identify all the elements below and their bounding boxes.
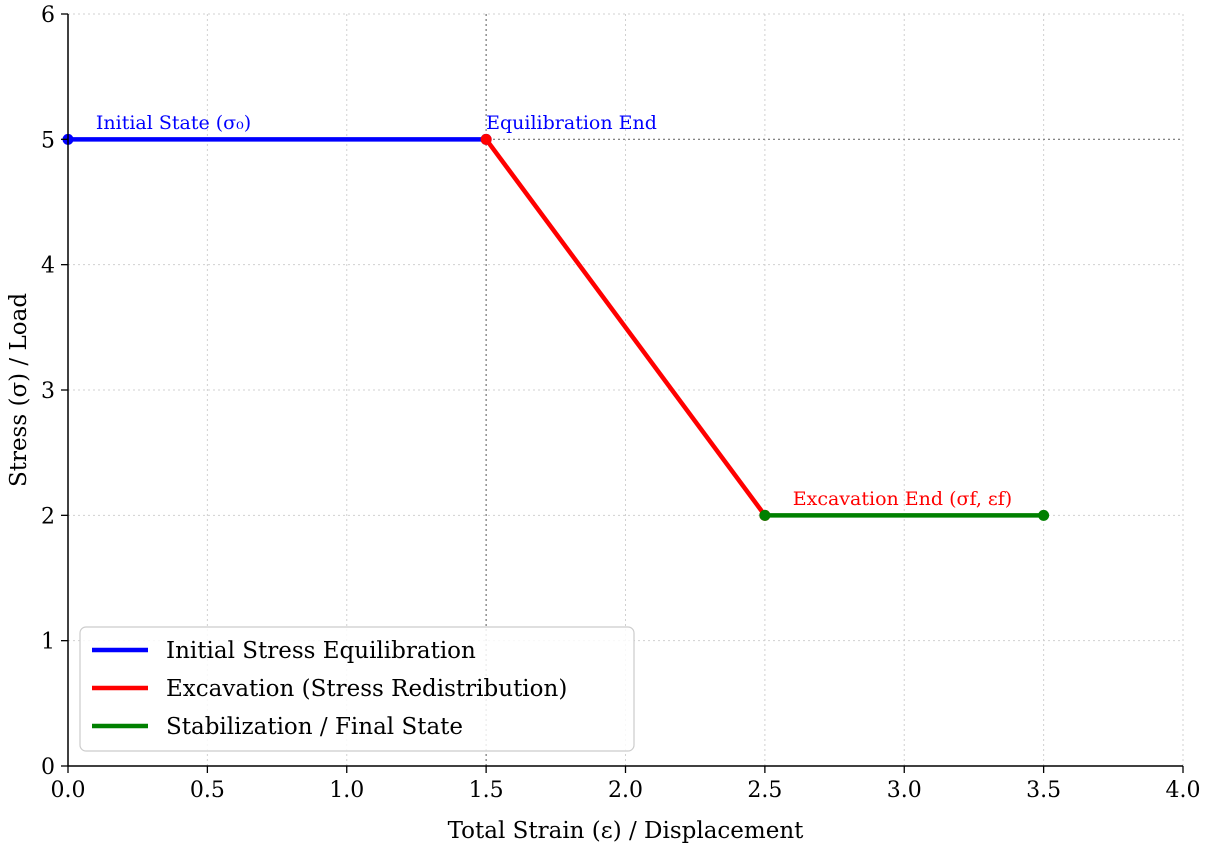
x-tick-label: 1.0 <box>329 778 364 803</box>
tick-labels: 0.0 0.5 1.0 1.5 2.0 2.5 3.0 3.5 4.0 0 1 2 3 4 5 6 <box>41 3 1201 803</box>
x-tick-label: 3.5 <box>1026 778 1061 803</box>
series-layer <box>62 133 1050 521</box>
series-point-3 <box>759 509 771 521</box>
x-tick-label: 2.0 <box>608 778 643 803</box>
x-tick-label: 0.5 <box>190 778 225 803</box>
series-point-2 <box>480 133 492 145</box>
y-tick-label: 6 <box>41 3 55 28</box>
y-tick-label: 5 <box>41 128 55 153</box>
series-line-2 <box>484 137 767 517</box>
axes <box>61 13 1184 773</box>
y-tick-label: 4 <box>41 254 55 279</box>
y-axis-label: Stress (σ) / Load <box>6 293 32 487</box>
x-tick-label: 0.0 <box>51 778 86 803</box>
annotation: Initial State (σ₀) <box>96 112 251 134</box>
y-tick-label: 2 <box>41 504 55 529</box>
annotation: Equilibration End <box>486 112 657 134</box>
x-tick-label: 1.5 <box>469 778 504 803</box>
legend-label-2: Excavation (Stress Redistribution) <box>166 676 567 702</box>
x-axis-label: Total Strain (ε) / Displacement <box>448 818 805 844</box>
annotations: Initial State (σ₀) Equilibration End Excav… <box>96 112 1012 510</box>
y-tick-label: 3 <box>41 379 55 404</box>
legend-label-3: Stabilization / Final State <box>166 714 463 740</box>
legend-label-1: Initial Stress Equilibration <box>166 638 476 664</box>
y-tick-label: 1 <box>41 630 55 655</box>
series-point-3 <box>1038 509 1050 521</box>
legend-box <box>79 626 635 752</box>
legend: Initial Stress Equilibration Excavation (… <box>79 626 635 752</box>
annotation: Excavation End (σf, εf) <box>793 488 1012 510</box>
y-tick-label: 0 <box>41 755 55 780</box>
x-tick-label: 2.5 <box>747 778 782 803</box>
x-tick-label: 3.0 <box>887 778 922 803</box>
x-tick-label: 4.0 <box>1166 778 1201 803</box>
